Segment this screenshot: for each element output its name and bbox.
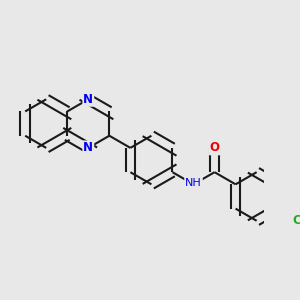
Text: NH: NH: [185, 178, 202, 188]
Text: N: N: [83, 93, 93, 106]
Text: Cl: Cl: [292, 214, 300, 227]
Text: N: N: [83, 141, 93, 154]
Text: O: O: [209, 141, 220, 154]
